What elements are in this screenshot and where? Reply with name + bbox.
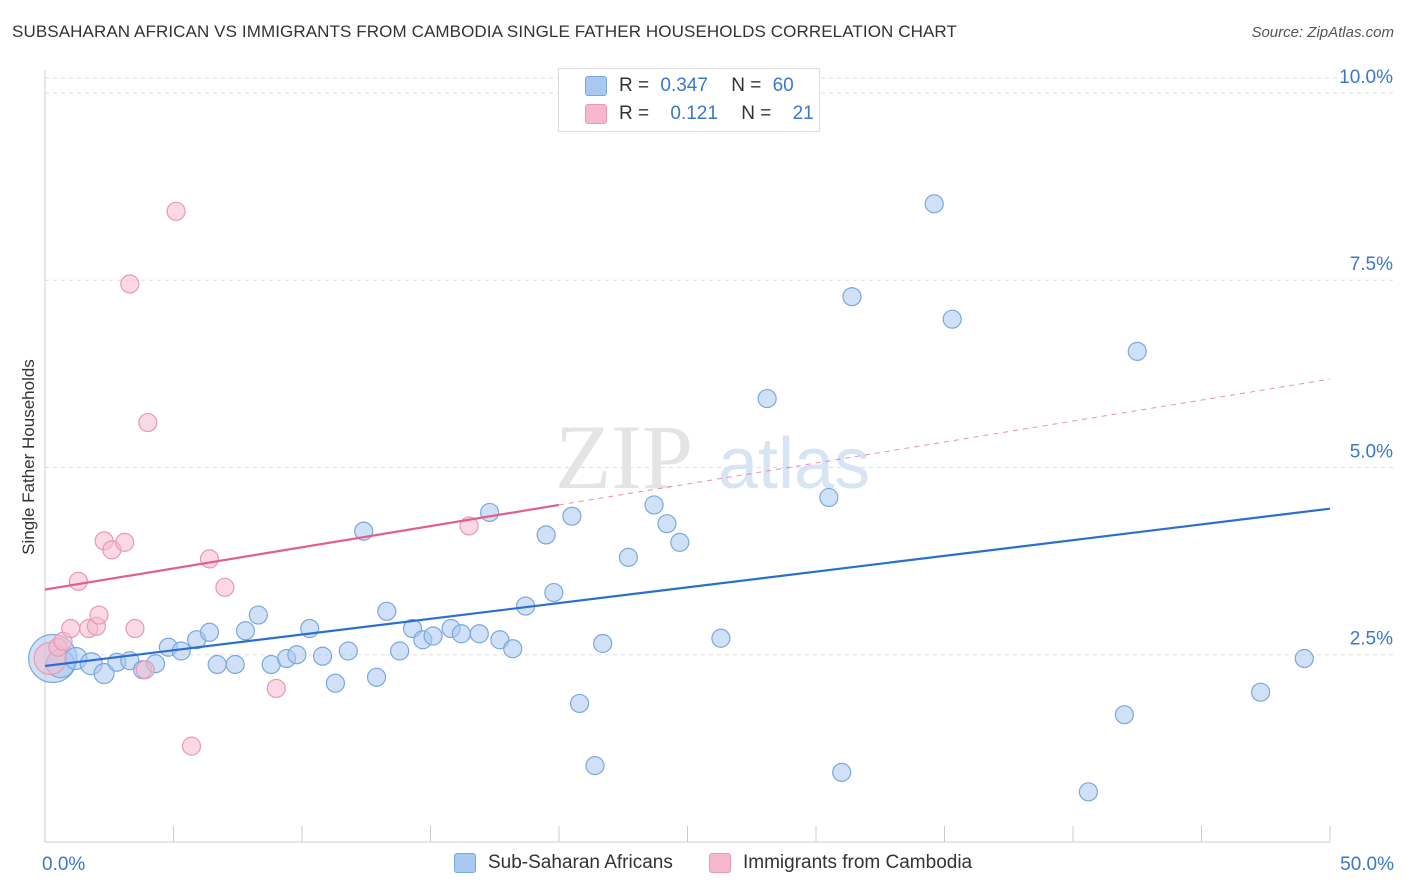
point-subsaharan (842, 287, 862, 307)
point-subsaharan (423, 626, 443, 646)
y-tick-label: 10.0% (1339, 67, 1393, 88)
trend-lines (44, 378, 1331, 668)
point-cambodia (215, 577, 235, 597)
r-value: 0.347 (660, 75, 708, 96)
point-subsaharan (390, 641, 410, 661)
source-label: Source: ZipAtlas.com (1251, 24, 1394, 41)
trend-line-cambodia-extension (558, 378, 1331, 506)
point-subsaharan (248, 605, 268, 625)
point-subsaharan (562, 506, 582, 526)
point-subsaharan (312, 646, 333, 666)
point-subsaharan (1114, 705, 1135, 725)
point-cambodia (166, 201, 186, 221)
point-cambodia (68, 571, 89, 591)
legend-item-cambodia[interactable]: Immigrants from Cambodia (709, 852, 972, 874)
point-subsaharan (338, 641, 358, 661)
point-subsaharan (1078, 782, 1099, 802)
point-cambodia (120, 274, 140, 294)
point-cambodia (199, 549, 220, 569)
point-subsaharan (325, 673, 346, 693)
watermark-zip: ZIP (555, 406, 693, 508)
point-subsaharan (503, 639, 523, 659)
point-subsaharan (569, 693, 590, 714)
point-subsaharan (942, 309, 962, 329)
axes (44, 70, 1331, 843)
legend-swatch-pink (709, 853, 731, 873)
point-cambodia (138, 412, 158, 433)
n-value: 21 (792, 103, 814, 124)
point-subsaharan (1294, 648, 1314, 669)
watermark: ZIP atlas (555, 406, 870, 508)
x-tick-label: 50.0% (1340, 854, 1394, 875)
r-label: R = (619, 75, 650, 96)
stats-legend: R = 0.347 N = 60 R = 0.121 N = 21 (558, 68, 820, 132)
trend-line-cambodia (44, 503, 560, 591)
point-subsaharan (225, 654, 245, 675)
point-subsaharan (711, 628, 731, 648)
y-tick-label: 2.5% (1350, 629, 1393, 650)
point-subsaharan (287, 645, 307, 665)
point-subsaharan (1251, 682, 1271, 702)
legend-item-subsaharan[interactable]: Sub-Saharan Africans (454, 852, 673, 874)
point-subsaharan (832, 762, 852, 782)
r-value: 0.121 (670, 103, 718, 124)
r-label: R = (619, 103, 650, 124)
y-axis-label: Single Father Households (19, 359, 38, 555)
point-subsaharan (924, 194, 944, 214)
point-subsaharan (366, 667, 387, 687)
point-subsaharan (657, 514, 677, 534)
point-subsaharan (757, 388, 777, 409)
point-subsaharan (1127, 341, 1147, 361)
legend-label: Sub-Saharan Africans (488, 852, 673, 873)
point-subsaharan (544, 582, 564, 603)
y-tick-label: 7.5% (1350, 254, 1393, 275)
legend-swatch-blue (585, 76, 607, 96)
point-subsaharan (618, 547, 638, 567)
y-tick-label: 5.0% (1350, 441, 1393, 462)
n-label: N = (741, 103, 772, 124)
x-tick-label: 0.0% (42, 854, 85, 875)
legend-swatch-pink (585, 104, 607, 124)
legend-swatch-blue (454, 853, 476, 873)
point-subsaharan (93, 662, 115, 685)
n-label: N = (731, 75, 762, 96)
trend-line-subsaharan (44, 507, 1331, 668)
legend-label: Immigrants from Cambodia (743, 852, 973, 873)
n-value: 60 (772, 75, 794, 96)
point-subsaharan (451, 624, 471, 644)
point-cambodia (61, 618, 81, 639)
point-subsaharan (480, 502, 500, 523)
point-cambodia (89, 605, 109, 625)
gridlines (45, 77, 1395, 656)
point-cambodia (125, 618, 145, 639)
point-subsaharan (644, 495, 664, 515)
point-subsaharan (819, 487, 839, 508)
point-subsaharan (199, 622, 220, 642)
point-subsaharan (469, 624, 489, 644)
point-subsaharan (593, 633, 613, 654)
point-subsaharan (207, 654, 227, 675)
watermark-atlas: atlas (718, 424, 870, 504)
y-tick-labels: 2.5% 5.0% 7.5% 10.0% (1339, 67, 1393, 650)
chart-title: SUBSAHARAN AFRICAN VS IMMIGRANTS FROM CA… (12, 22, 957, 41)
point-cambodia (266, 678, 286, 699)
point-subsaharan (585, 755, 605, 776)
point-subsaharan (670, 532, 690, 552)
x-tick-labels: 0.0% 50.0% (42, 854, 1394, 875)
point-cambodia (181, 736, 202, 756)
point-subsaharan (536, 525, 556, 545)
point-subsaharan (235, 621, 256, 641)
point-subsaharan (377, 601, 397, 621)
data-points (28, 194, 1314, 802)
point-cambodia (115, 532, 135, 552)
point-cambodia (135, 660, 155, 680)
